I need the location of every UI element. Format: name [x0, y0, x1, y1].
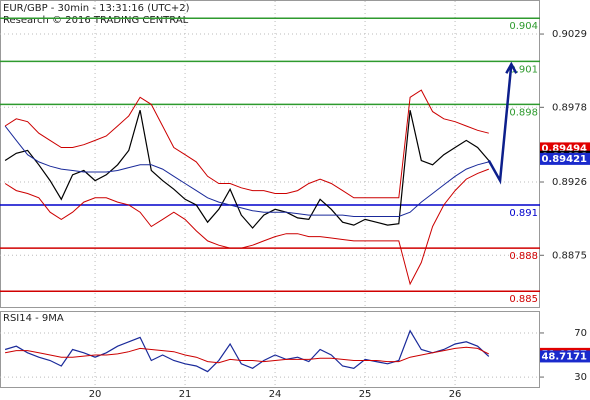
- level-label: 0.898: [509, 107, 538, 118]
- level-label: 0.904: [509, 21, 538, 32]
- price-label-box: [540, 152, 590, 165]
- price-label: 0.89421: [541, 154, 587, 165]
- price-frame: [0, 0, 540, 308]
- y-tick-label: 0.8978: [552, 102, 587, 113]
- y-tick-label: 30: [574, 372, 587, 383]
- rsi-frame: [0, 311, 540, 388]
- x-tick-label: 24: [269, 389, 282, 400]
- series-line: [4, 329, 490, 373]
- y-tick-label: 0.8926: [552, 177, 587, 188]
- y-tick-label: 70: [574, 328, 587, 339]
- series-line: [4, 125, 489, 217]
- forecast-line: [487, 64, 513, 185]
- series-line: [5, 346, 490, 364]
- x-tick-label: 21: [179, 389, 192, 400]
- y-tick-label: 0.8875: [552, 250, 587, 261]
- level-label: 0.891: [509, 208, 538, 219]
- level-label: 0.888: [509, 251, 538, 262]
- x-tick-label: 20: [89, 389, 102, 400]
- series-line: [4, 168, 489, 286]
- x-tick-label: 25: [359, 389, 372, 400]
- chart-subtitle: Research © 2016 TRADING CENTRAL: [3, 15, 189, 26]
- forecast-arrow: [505, 61, 518, 74]
- y-tick-label: 0.9029: [552, 29, 587, 40]
- price-label: 0.89494: [541, 143, 587, 154]
- level-label: 0.901: [509, 64, 538, 75]
- chart-title: EUR/GBP - 30min - 13:31:16 (UTC+2): [3, 3, 190, 14]
- price-label: 48.7171: [541, 351, 587, 362]
- price-label-box: [540, 350, 590, 363]
- level-label: 0.885: [509, 294, 538, 305]
- x-tick-label: 26: [449, 389, 462, 400]
- rsi-title: RSI14 - 9MA: [3, 313, 64, 324]
- series-line: [4, 89, 489, 199]
- series-line: [4, 110, 490, 229]
